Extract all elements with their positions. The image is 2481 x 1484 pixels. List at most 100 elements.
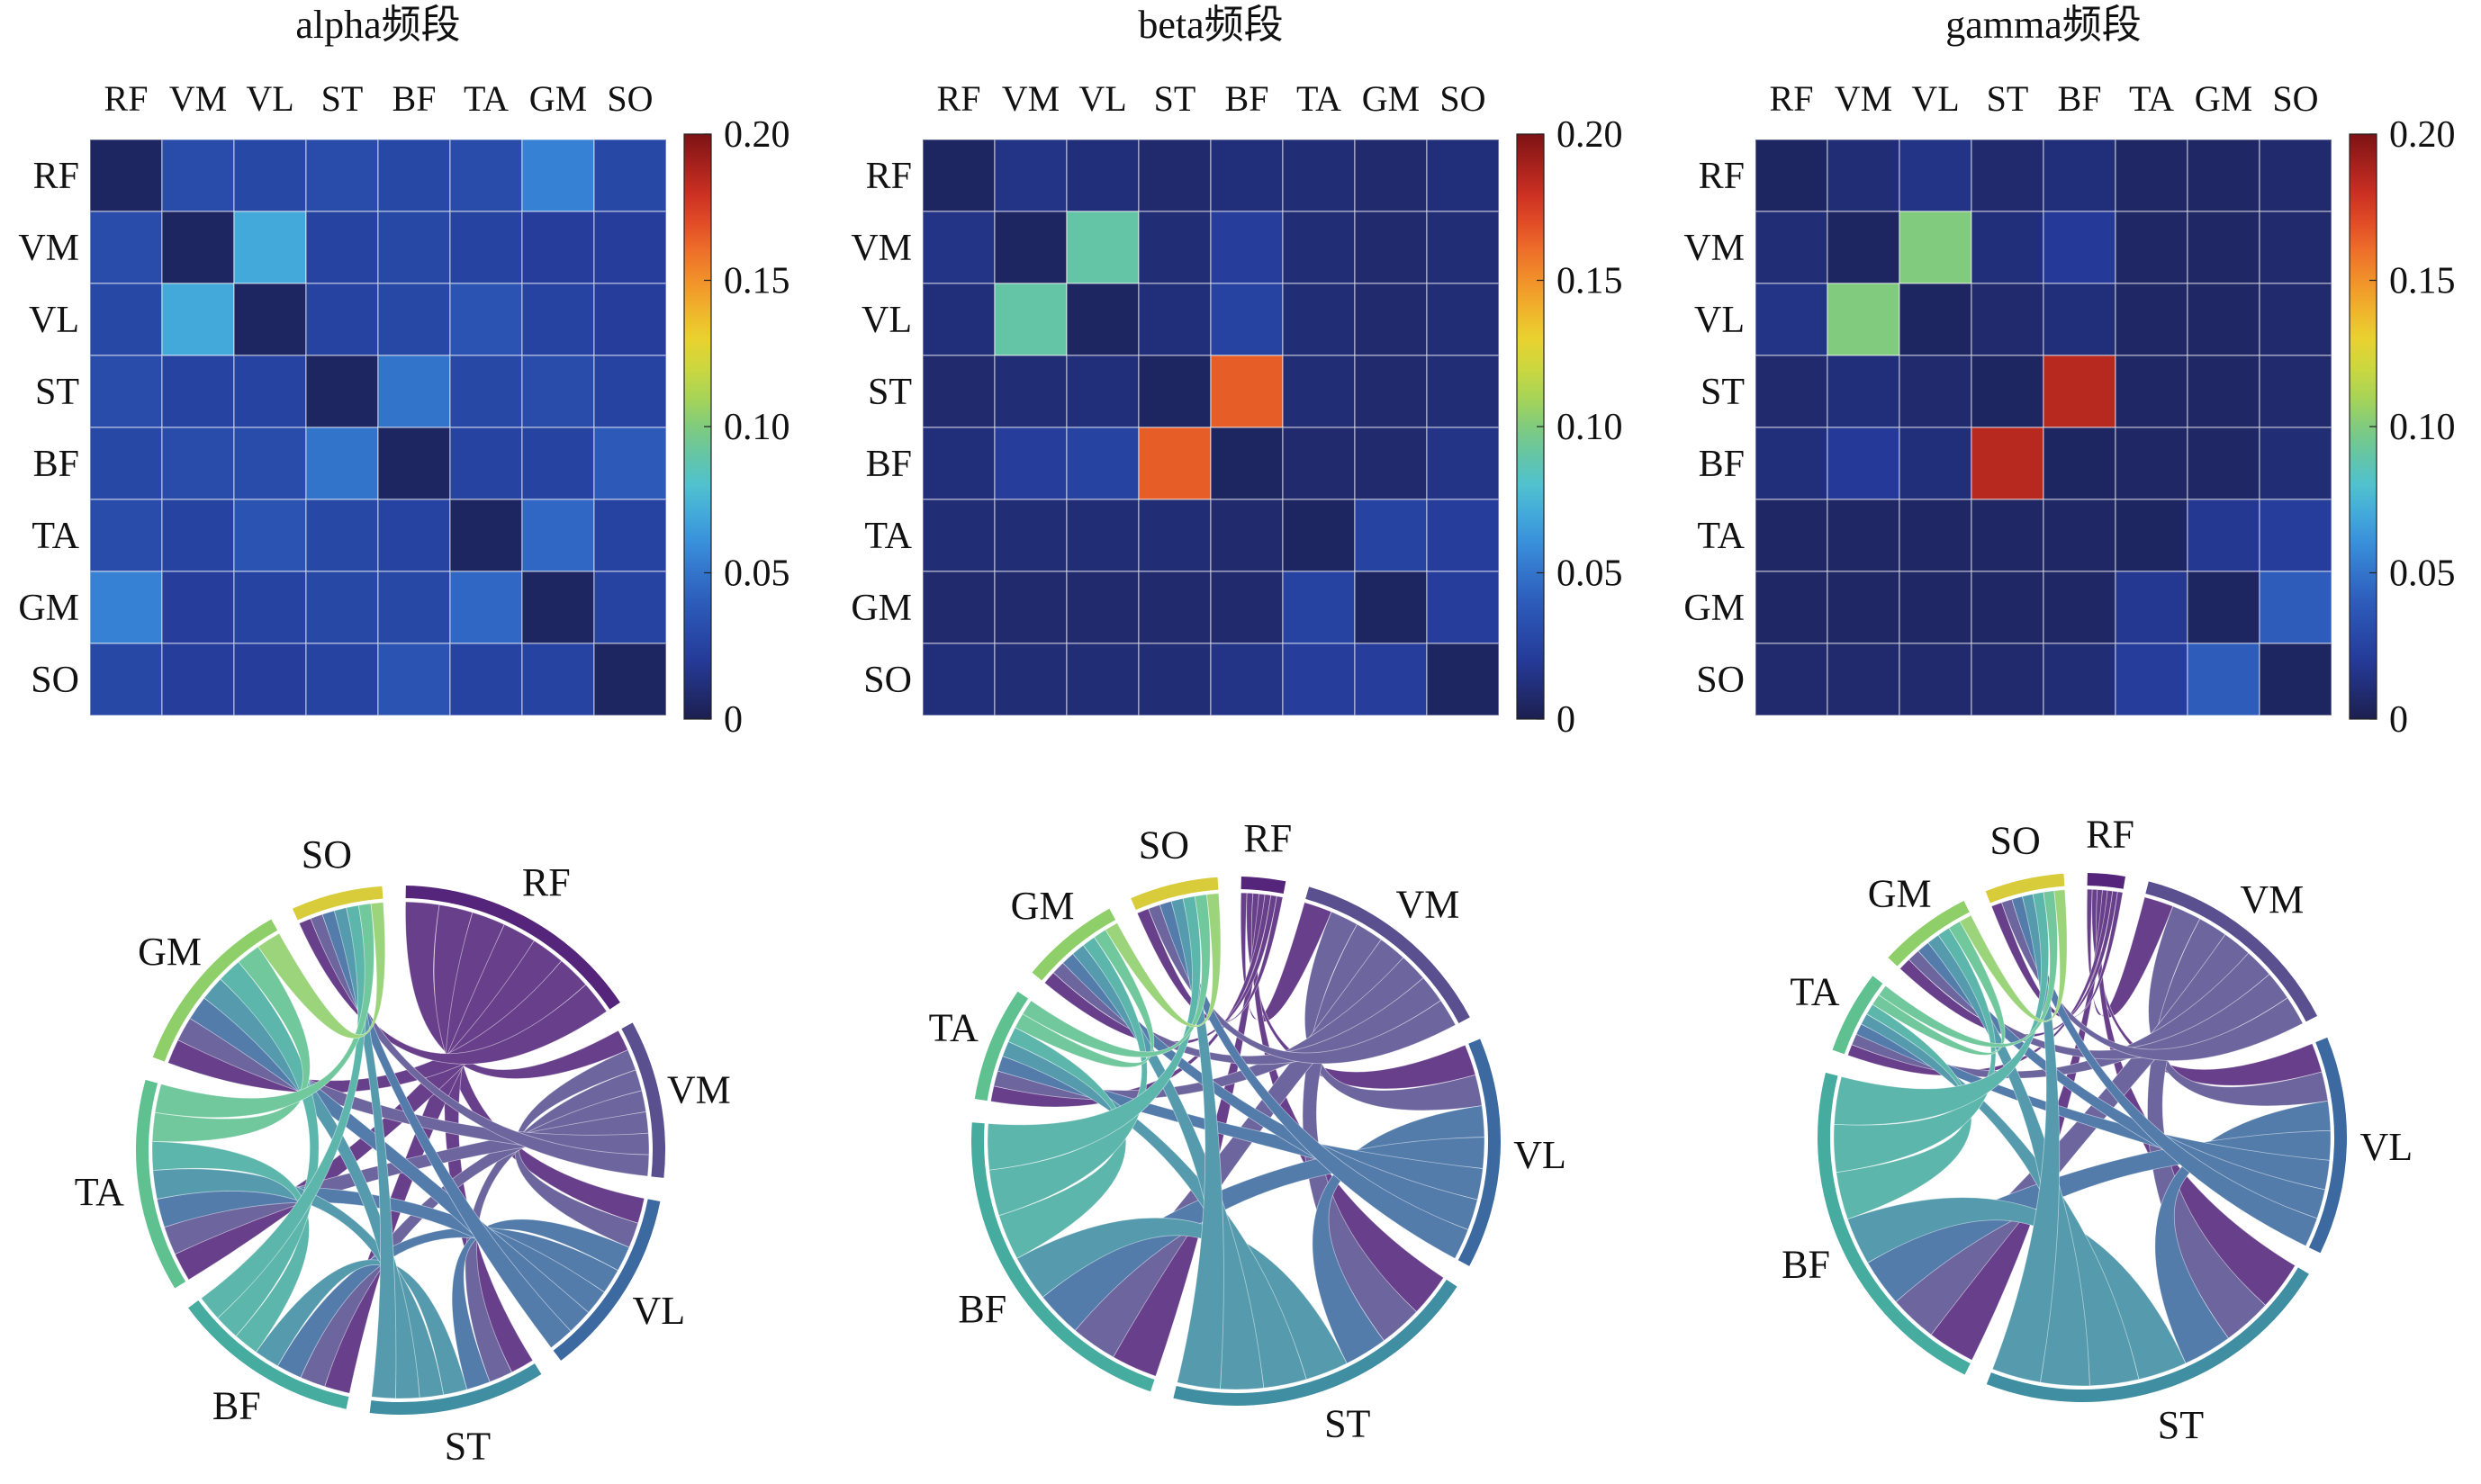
heatmap-cell	[994, 283, 1068, 356]
heatmap-col-label: RF	[937, 78, 981, 119]
chord-ribbon	[1836, 1003, 1972, 1220]
chord-label: VM	[667, 1067, 731, 1111]
chord-ribbon	[1991, 894, 2061, 1383]
heatmap-cell	[1066, 643, 1140, 716]
heatmap-cell	[1210, 499, 1284, 572]
heatmap-col-label: VM	[1002, 78, 1060, 119]
heatmap-col-label: SO	[1439, 78, 1485, 119]
heatmap-cell	[2259, 643, 2332, 716]
heatmap-cell	[1971, 643, 2044, 716]
heatmap-cell	[521, 139, 595, 212]
chord-label: RF	[2086, 812, 2134, 856]
chord-ribbon	[1872, 921, 2006, 1056]
heatmap-cell	[1138, 139, 1212, 212]
heatmap-cell	[2043, 211, 2116, 284]
heatmap-col-label: VL	[1911, 78, 1959, 119]
chord-label: ST	[2158, 1403, 2204, 1447]
heatmap-cell	[1827, 355, 1900, 428]
heatmap-cell	[1282, 427, 1356, 500]
heatmap-cell	[305, 499, 379, 572]
heatmap-cell	[449, 643, 523, 716]
heatmap-cell	[449, 571, 523, 644]
chord-ribbon	[1990, 891, 2124, 1020]
heatmap-cell	[593, 571, 667, 644]
chord-label: ST	[445, 1425, 491, 1469]
chord-ribbon	[1105, 893, 1222, 1028]
heatmap-cell	[922, 355, 996, 428]
heatmap-cell	[2187, 571, 2260, 644]
heatmap-cell	[1899, 427, 1972, 500]
heatmap-cell	[1210, 427, 1284, 500]
chord-label: SO	[302, 832, 352, 877]
chord-arc	[405, 886, 620, 1010]
heatmap-cell	[233, 211, 307, 284]
heatmap-cell	[922, 643, 996, 716]
heatmap-row-label: VM	[18, 228, 79, 269]
heatmap-row-label: BF	[33, 444, 79, 485]
chord-ribbon	[987, 895, 1202, 1171]
heatmap-cell	[1426, 571, 1500, 644]
heatmap-cell	[377, 427, 451, 500]
heatmap-cell	[89, 283, 163, 356]
chord-label: BF	[212, 1384, 261, 1428]
heatmap-cell	[2115, 283, 2188, 356]
heatmap-cell	[449, 427, 523, 500]
heatmap-cell	[2115, 499, 2188, 572]
chord-label: RF	[1243, 816, 1292, 860]
heatmap-row-label: GM	[18, 588, 79, 629]
heatmap-cell	[994, 499, 1068, 572]
heatmap-title: alpha频段	[295, 3, 460, 47]
heatmap-cell	[89, 139, 163, 212]
heatmap-row-label: BF	[866, 444, 912, 485]
heatmap-cell	[1971, 139, 2044, 212]
heatmap-cell	[89, 211, 163, 284]
colorbar-tick-label: 0.20	[1556, 114, 1623, 156]
heatmap-cell	[994, 211, 1068, 284]
chord-ribbon	[151, 1140, 310, 1354]
chord-arc	[1457, 1039, 1501, 1266]
heatmap-cell	[593, 643, 667, 716]
heatmap-cell	[1755, 211, 1828, 284]
colorbar-tick-label: 0.20	[2389, 114, 2456, 156]
heatmap-cell	[1899, 283, 1972, 356]
heatmap-cell	[593, 139, 667, 212]
heatmap-col-label: TA	[1296, 78, 1341, 119]
heatmap-cell	[2259, 571, 2332, 644]
heatmap-cell	[2259, 499, 2332, 572]
heatmap-cell	[1971, 571, 2044, 644]
heatmap-panel-3: gamma频段 RF VM VL ST BF TA GM SO RF VM VL ST BF TA GM SO 0…	[1683, 3, 2455, 741]
heatmap-col-label: ST	[321, 78, 364, 119]
heatmap-cell	[2043, 643, 2116, 716]
heatmap-cell	[1354, 427, 1428, 500]
colorbar-tick-label: 0	[2389, 699, 2408, 741]
heatmap-cell	[1827, 211, 1900, 284]
chord-ribbon	[154, 903, 374, 1119]
heatmap-cell	[593, 499, 667, 572]
heatmap-cell	[1282, 283, 1356, 356]
heatmap-cell	[1827, 427, 1900, 500]
heatmap-cell	[377, 139, 451, 212]
heatmap-cell	[1354, 499, 1428, 572]
chord-arc	[1888, 901, 1970, 967]
chord-arc	[2145, 881, 2318, 1022]
heatmap-cell	[233, 283, 307, 356]
heatmap-cell	[1971, 283, 2044, 356]
heatmap-col-label: VL	[246, 78, 293, 119]
heatmap-cell	[1066, 355, 1140, 428]
chord-arc	[1985, 873, 2065, 904]
heatmap-cell	[922, 427, 996, 500]
chord-ribbon	[1136, 895, 1284, 1024]
heatmap-row-label: TA	[864, 516, 912, 557]
heatmap-cell	[2043, 427, 2116, 500]
chord-ribbons	[987, 892, 1485, 1390]
chord-arc	[1240, 877, 1286, 895]
heatmap-panels: alpha频段 RF VM VL ST BF TA GM SO RF VM VL ST BF TA GM SO 0…	[18, 3, 2455, 741]
heatmap-cell	[2187, 499, 2260, 572]
heatmap-cell	[305, 139, 379, 212]
heatmap-row-label: ST	[1701, 372, 1745, 413]
heatmap-cell	[2115, 571, 2188, 644]
heatmap-panel-2: beta频段 RF VM VL ST BF TA GM SO RF VM VL ST BF TA GM SO 0 0…	[851, 3, 1622, 741]
heatmap-cell	[1066, 283, 1140, 356]
heatmap-cell	[2115, 643, 2188, 716]
